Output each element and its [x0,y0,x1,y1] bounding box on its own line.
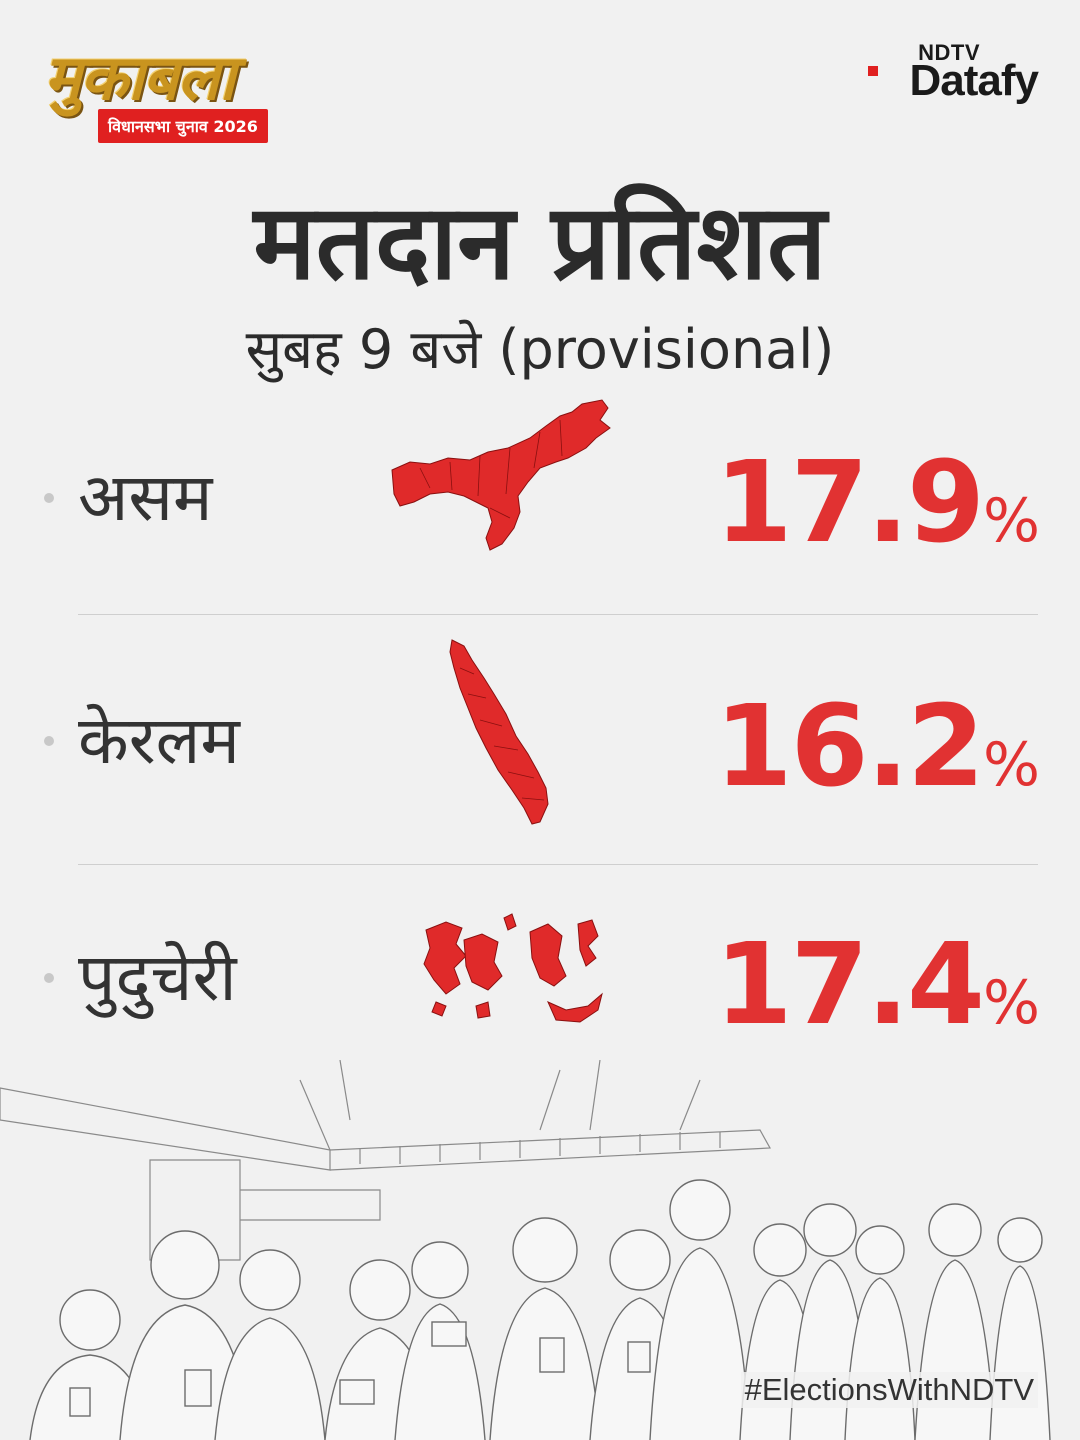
turnout-number: 17.9 [714,438,985,568]
turnout-value: 17.9% [715,438,1040,568]
turnout-number: 17.4 [714,920,985,1050]
bullet-icon [44,736,54,746]
state-row-kerala: केरलम 16.2% [40,630,1040,860]
page-subtitle: सुबह 9 बजे (provisional) [245,318,835,381]
percent-unit: % [982,968,1040,1038]
kerala-map-icon [449,639,549,825]
show-logo: मुकाबला विधानसभा चुनाव 2026 [40,34,290,144]
assam-map-icon [391,399,611,551]
divider [78,614,1038,615]
state-name: पुदुचेरी [78,939,237,1016]
turnout-value: 16.2% [715,682,1040,812]
brand-top: NDTV [918,40,980,65]
brand-dot-icon [868,66,878,76]
state-name: केरलम [78,702,240,779]
brand-logo: NDTV Datafy [868,40,1039,110]
turnout-number: 16.2 [714,682,985,812]
turnout-value: 17.4% [715,920,1040,1050]
show-title: मुकाबला [44,41,235,114]
show-badge: विधानसभा चुनाव 2026 [98,109,268,143]
hashtag: #ElectionsWithNDTV [740,1372,1038,1408]
percent-unit: % [982,486,1040,556]
state-row-assam: असम 17.9% [40,390,1040,620]
bullet-icon [44,493,54,503]
divider [78,864,1038,865]
percent-unit: % [982,730,1040,800]
puducherry-map-icon [423,913,603,1023]
state-name: असम [78,459,213,536]
state-row-puducherry: पुदुचेरी 17.4% [40,880,1040,1110]
bullet-icon [44,973,54,983]
page-title: मतदान प्रतिशत [253,181,827,303]
brand-main: Datafy [909,56,1039,105]
